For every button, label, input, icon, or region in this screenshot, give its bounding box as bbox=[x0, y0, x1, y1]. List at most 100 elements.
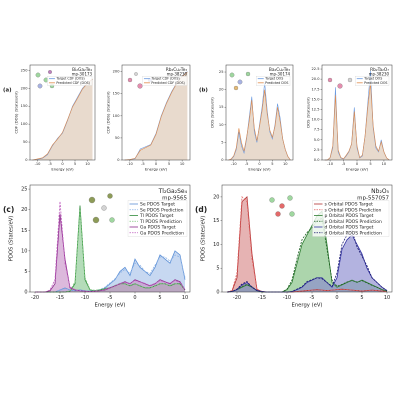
y-tick-label: 17.5 bbox=[311, 87, 319, 91]
x-tick-label: 5 bbox=[369, 162, 371, 166]
material-id: mp-30173 bbox=[72, 71, 93, 76]
y-tick-label: 0 bbox=[24, 290, 27, 296]
y-tick-label: 15 bbox=[219, 105, 224, 109]
x-tick-label: -10 bbox=[127, 162, 134, 166]
legend-label: Tl PDOS Target bbox=[139, 213, 174, 219]
x-axis-label: Energy (eV) bbox=[145, 166, 168, 171]
crystal-inset bbox=[327, 77, 353, 89]
y-tick-label: 15 bbox=[213, 218, 219, 224]
y-axis-label: DOS (States/eV) bbox=[209, 97, 214, 128]
y-tick-label: 0 bbox=[25, 158, 28, 162]
y-tick-label: 200 bbox=[113, 70, 121, 74]
y-axis-label: PDOS (States/eV) bbox=[9, 216, 15, 262]
legend-box bbox=[127, 200, 188, 237]
y-axis-label: CDF (DOS) (States/eV) bbox=[105, 91, 110, 134]
y-tick-label: 25 bbox=[21, 187, 27, 193]
x-tick-label: 0 bbox=[133, 295, 136, 301]
formula-title: Tl₂Ga₂Se₄ bbox=[158, 188, 188, 195]
x-tick-label: 5 bbox=[158, 295, 161, 301]
y-tick-label: 0.0 bbox=[314, 158, 320, 162]
crystal-inset bbox=[229, 71, 251, 91]
legend-box bbox=[256, 76, 291, 86]
series-line bbox=[35, 213, 186, 293]
x-tick-label: -10 bbox=[35, 162, 42, 166]
y-tick-label: 5 bbox=[216, 266, 219, 272]
y-tick-label: 15 bbox=[21, 228, 27, 234]
material-id: mp-9565 bbox=[162, 196, 187, 202]
x-axis-label: Energy (eV) bbox=[346, 166, 369, 171]
legend-label: Ga PDOS Prediction bbox=[140, 230, 184, 236]
y-tick-label: 15.0 bbox=[311, 97, 320, 101]
series-line bbox=[35, 250, 186, 293]
y-tick-label: 100 bbox=[21, 122, 29, 126]
material-id: mp-38230 bbox=[369, 71, 390, 76]
x-tick-label: 5 bbox=[271, 162, 273, 166]
crystal-inset bbox=[88, 193, 115, 224]
x-tick-label: -10 bbox=[327, 162, 334, 166]
area-fill bbox=[124, 72, 188, 160]
series-line bbox=[32, 78, 93, 161]
series-line bbox=[324, 71, 390, 161]
x-tick-label: 10 bbox=[384, 295, 390, 301]
legend-box bbox=[312, 200, 390, 237]
x-tick-label: 10 bbox=[182, 295, 188, 301]
y-tick-label: 20 bbox=[219, 88, 224, 92]
area-fill bbox=[228, 89, 291, 160]
y-tick-label: 25 bbox=[219, 70, 224, 74]
x-tick-label: 0 bbox=[335, 295, 338, 301]
x-tick-label: 10 bbox=[283, 162, 288, 166]
y-tick-label: 12.5 bbox=[311, 107, 319, 111]
panel-label: (a) bbox=[3, 88, 12, 94]
x-tick-label: -5 bbox=[108, 295, 113, 301]
panel-label: (d) bbox=[195, 205, 207, 214]
legend-label: Se PDOS Target bbox=[140, 202, 175, 208]
series-line bbox=[35, 201, 186, 293]
x-tick-label: 0 bbox=[61, 162, 64, 166]
y-tick-label: 10 bbox=[219, 123, 224, 127]
legend-label: s Orbital PDOS Prediction bbox=[325, 207, 382, 213]
y-tick-label: 20 bbox=[21, 207, 27, 213]
x-tick-label: 10 bbox=[180, 162, 185, 166]
area-fill bbox=[227, 211, 387, 292]
legend-label: Predicted CDF (DOS) bbox=[151, 81, 184, 85]
legend-label: Se PDOS Prediction bbox=[140, 207, 184, 213]
crystal-inset bbox=[269, 195, 295, 217]
area-fill bbox=[227, 196, 387, 292]
y-tick-label: 250 bbox=[21, 68, 29, 72]
x-tick-label: 10 bbox=[382, 162, 387, 166]
x-tick-label: 5 bbox=[74, 162, 76, 166]
area-fill bbox=[324, 83, 390, 160]
y-tick-label: 0 bbox=[221, 158, 224, 162]
x-axis-label: Energy (eV) bbox=[51, 166, 74, 171]
y-axis-label: CDF (DOS) (States/eV) bbox=[13, 91, 18, 134]
x-tick-label: -15 bbox=[258, 295, 266, 301]
legend-label: Tl PDOS Prediction bbox=[139, 219, 182, 225]
y-tick-label: 50 bbox=[23, 140, 28, 144]
legend-label: Ga PDOS Target bbox=[140, 225, 176, 231]
x-tick-label: -5 bbox=[310, 295, 315, 301]
legend-label: Target CDF (DOS) bbox=[55, 77, 84, 81]
y-axis-label: DOS (States/eV) bbox=[305, 97, 310, 128]
x-axis-label: Energy (eV) bbox=[292, 303, 323, 309]
legend-label: s Orbital PDOS Target bbox=[325, 202, 374, 208]
material-id: mp-38230 bbox=[167, 71, 188, 76]
x-tick-label: -5 bbox=[342, 162, 346, 166]
x-tick-label: 5 bbox=[360, 295, 363, 301]
y-tick-label: 50 bbox=[115, 136, 120, 140]
series-line bbox=[226, 229, 388, 293]
y-tick-label: 0 bbox=[117, 158, 120, 162]
legend-label: Target CDF (DOS) bbox=[150, 77, 179, 81]
y-tick-label: 10 bbox=[21, 248, 27, 254]
y-tick-label: 5 bbox=[24, 269, 27, 275]
legend-label: Predicted CDF (DOS) bbox=[56, 81, 89, 85]
series-line bbox=[32, 79, 93, 161]
legend-box bbox=[355, 76, 390, 86]
series-line bbox=[324, 83, 390, 161]
x-tick-label: -10 bbox=[81, 295, 89, 301]
y-tick-label: 5 bbox=[221, 140, 223, 144]
y-axis-label: PDOS (States/eV) bbox=[201, 216, 207, 262]
x-tick-label: -5 bbox=[245, 162, 249, 166]
series-line bbox=[226, 196, 388, 293]
x-tick-label: -5 bbox=[141, 162, 145, 166]
